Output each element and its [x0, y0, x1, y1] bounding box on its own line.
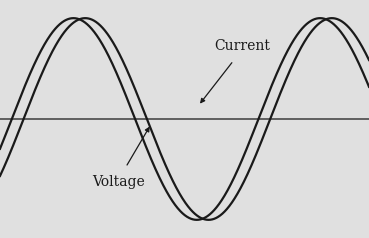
Text: Current: Current	[214, 40, 270, 53]
Text: Voltage: Voltage	[92, 174, 145, 188]
